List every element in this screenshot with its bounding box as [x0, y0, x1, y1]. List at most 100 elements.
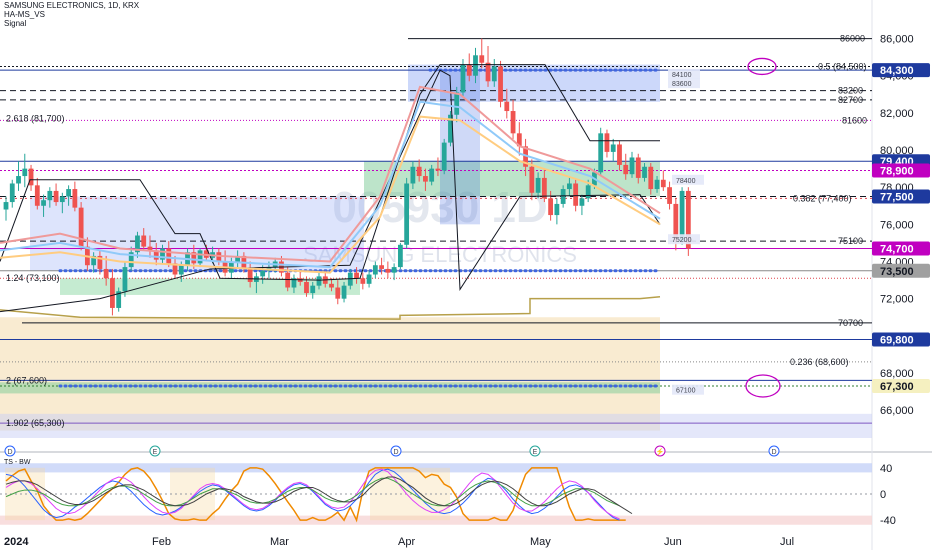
- price-tag-label: 67,300: [880, 381, 914, 393]
- candle-body: [310, 285, 316, 294]
- level-label: 0.5 (84,500): [818, 61, 867, 71]
- price-tick-label: 76,000: [880, 219, 914, 231]
- price-tag-label: 78,900: [880, 165, 914, 177]
- candle-body: [660, 179, 666, 188]
- candle-body: [197, 250, 203, 264]
- event-marker-icon[interactable]: [654, 445, 666, 457]
- candle-body: [103, 268, 109, 279]
- candle-body: [685, 190, 691, 249]
- osc-series-line: [5, 477, 620, 507]
- candle-body: [504, 101, 510, 112]
- candle-body: [610, 144, 616, 152]
- candle-body: [178, 265, 184, 275]
- candle-body: [416, 166, 422, 177]
- watermark-symbol: 005930 1D: [332, 183, 547, 232]
- candle-body: [498, 66, 503, 102]
- candle-body: [135, 235, 140, 253]
- event-marker-icon[interactable]: [529, 445, 541, 457]
- box-label: 78400: [676, 178, 696, 185]
- candle-body: [385, 268, 391, 273]
- time-tick-label: Jul: [780, 536, 794, 548]
- osc-title: TS - BW: [4, 459, 31, 466]
- candle-body: [260, 270, 266, 277]
- candle-body: [598, 133, 604, 173]
- level-label: 86000: [840, 34, 865, 44]
- candle-body: [554, 203, 560, 216]
- candle-body: [379, 265, 384, 269]
- event-label: D: [393, 449, 398, 456]
- price-tick-label: 86,000: [880, 34, 914, 46]
- event-marker-icon[interactable]: [149, 445, 161, 457]
- time-tick-label: 2024: [4, 536, 29, 548]
- candle-body: [34, 185, 40, 206]
- time-tick-label: May: [530, 536, 551, 548]
- candle-body: [466, 64, 472, 76]
- event-label: E: [153, 449, 158, 456]
- event-marker-icon[interactable]: [390, 445, 402, 457]
- time-tick-label: Apr: [398, 536, 415, 548]
- price-tag: [872, 332, 930, 347]
- candle-body: [567, 183, 572, 190]
- price-tag-label: 73,500: [880, 266, 914, 278]
- candle-body: [53, 190, 59, 203]
- osc-series-line: [5, 476, 633, 515]
- osc-series-line: [5, 468, 620, 520]
- candle-body: [448, 114, 453, 143]
- level-label: 81600: [842, 115, 867, 125]
- candle-body: [291, 278, 297, 288]
- candle-body: [16, 176, 21, 184]
- candle-body: [573, 183, 579, 206]
- indicator-name-1: HA-MS_VS: [4, 10, 45, 19]
- candle-body: [66, 189, 71, 197]
- highlight-circle: [747, 57, 777, 76]
- candle-body: [491, 66, 497, 82]
- candle-body: [72, 189, 78, 208]
- box-label: 84100: [672, 72, 692, 79]
- time-tick-label: Feb: [152, 536, 171, 548]
- event-label: ⚡: [656, 447, 665, 456]
- candle-body: [304, 281, 309, 294]
- candle-body: [623, 164, 629, 175]
- candle-body: [560, 189, 566, 204]
- candle-body: [529, 166, 535, 193]
- candle-body: [110, 278, 115, 308]
- candle-body: [9, 183, 15, 203]
- candle-body: [617, 144, 622, 165]
- candle-body: [153, 250, 159, 260]
- event-label: D: [771, 449, 776, 456]
- candle-body: [3, 202, 9, 210]
- candle-body: [460, 64, 466, 93]
- price-tag: [872, 163, 930, 178]
- event-marker-icon[interactable]: [768, 445, 780, 457]
- candle-body: [97, 255, 103, 269]
- candle-body: [91, 255, 97, 266]
- level-label: 2 (67,600): [6, 375, 47, 385]
- ribbon-line-blue: [0, 100, 661, 269]
- candle-body: [285, 272, 291, 288]
- box-label-bg: [668, 68, 700, 79]
- price-tag: [872, 189, 930, 204]
- level-label: 1.24 (73,100): [6, 273, 60, 283]
- level-label: 0.236 (68,600): [790, 357, 849, 367]
- price-tag: [872, 63, 930, 78]
- zone-lower-green: [0, 382, 660, 394]
- candle-body: [191, 252, 197, 264]
- price-tick-label: 82,000: [880, 108, 914, 120]
- box-label: 67100: [676, 388, 696, 395]
- price-tag-label: 77,500: [880, 191, 914, 203]
- box-label: 83600: [672, 81, 692, 88]
- candle-body: [654, 179, 660, 190]
- event-marker-icon[interactable]: [4, 445, 16, 457]
- candle-body: [28, 168, 34, 186]
- candle-body: [47, 190, 53, 201]
- candle-body: [128, 252, 134, 268]
- candle-body: [541, 177, 547, 199]
- price-tick-label: 72,000: [880, 294, 914, 306]
- level-label: 83200: [838, 86, 863, 96]
- candle-body: [316, 276, 322, 286]
- candle-body: [147, 246, 153, 251]
- candle-body: [673, 203, 679, 242]
- candle-body: [485, 62, 491, 82]
- indicator-name-2: Signal: [4, 19, 27, 28]
